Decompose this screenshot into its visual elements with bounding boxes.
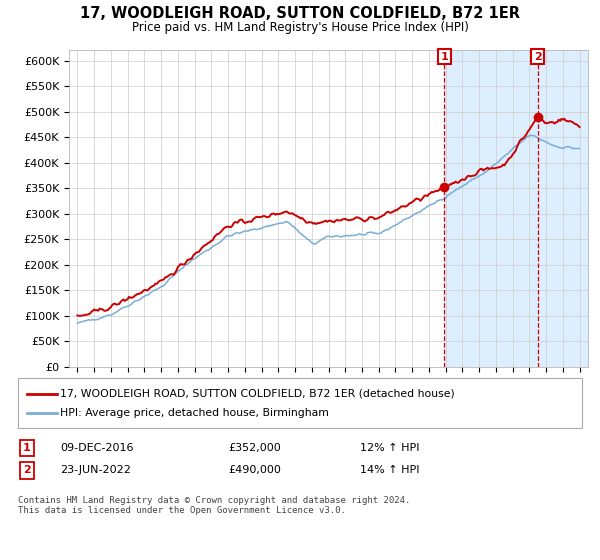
Text: £490,000: £490,000 <box>228 465 281 475</box>
Text: 14% ↑ HPI: 14% ↑ HPI <box>360 465 419 475</box>
Text: 1: 1 <box>23 443 31 453</box>
Text: £352,000: £352,000 <box>228 443 281 453</box>
Bar <box>445 50 588 367</box>
Text: 09-DEC-2016: 09-DEC-2016 <box>60 443 133 453</box>
Text: 23-JUN-2022: 23-JUN-2022 <box>60 465 131 475</box>
Text: 1: 1 <box>440 52 448 62</box>
Text: 2: 2 <box>534 52 542 62</box>
Text: Price paid vs. HM Land Registry's House Price Index (HPI): Price paid vs. HM Land Registry's House … <box>131 21 469 34</box>
Text: 17, WOODLEIGH ROAD, SUTTON COLDFIELD, B72 1ER (detached house): 17, WOODLEIGH ROAD, SUTTON COLDFIELD, B7… <box>60 389 455 399</box>
Text: 17, WOODLEIGH ROAD, SUTTON COLDFIELD, B72 1ER: 17, WOODLEIGH ROAD, SUTTON COLDFIELD, B7… <box>80 6 520 21</box>
Text: Contains HM Land Registry data © Crown copyright and database right 2024.
This d: Contains HM Land Registry data © Crown c… <box>18 496 410 515</box>
Text: 12% ↑ HPI: 12% ↑ HPI <box>360 443 419 453</box>
Text: 2: 2 <box>23 465 31 475</box>
Text: HPI: Average price, detached house, Birmingham: HPI: Average price, detached house, Birm… <box>60 408 329 418</box>
